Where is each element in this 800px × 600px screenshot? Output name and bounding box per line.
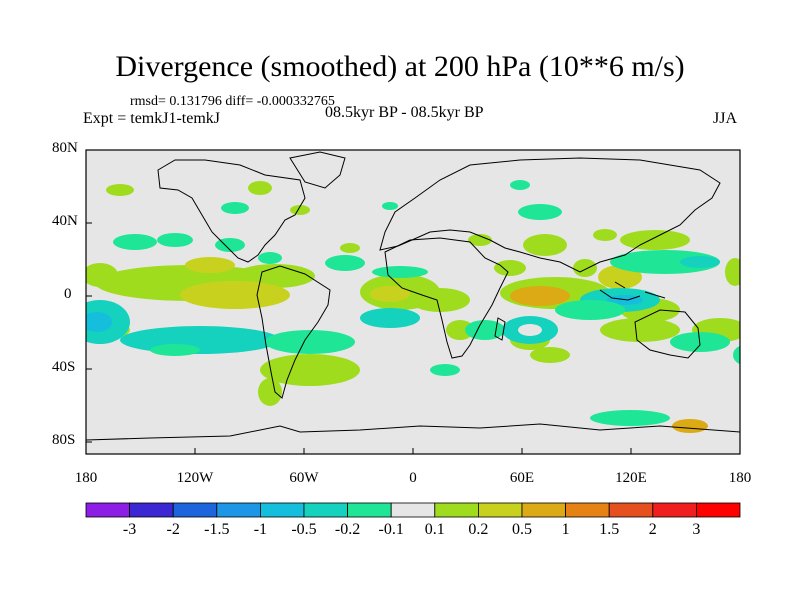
y-tick-label: 0 [64,286,72,302]
colorbar-swatch [477,502,523,518]
colorbar-label: 3 [692,521,701,538]
x-tick-label: 60E [509,470,535,486]
colorbar-label: -1 [253,521,268,538]
colorbar-swatch [216,502,261,518]
period-label: 08.5kyr BP - 08.5kyr BP [325,104,484,121]
x-tick-label: 0 [409,470,417,486]
colorbar [85,502,741,518]
season-label: JJA [713,110,738,127]
colorbar-swatch [434,502,479,518]
colorbar-label: -0.1 [378,521,404,538]
colorbar-swatch [565,502,610,518]
colorbar-label: 0.2 [468,521,489,538]
colorbar-label: -2 [166,521,180,538]
colorbar-label: 1.5 [599,521,620,538]
positive-anomalies [86,181,740,433]
y-tick-label: 40S [52,359,76,375]
colorbar-swatch [303,502,348,518]
eurasia-outline [379,157,721,273]
australia-outline [634,309,701,359]
x-tick-label: 180 [74,470,98,486]
rmsd-diff-stats: rmsd= 0.131796 diff= -0.000332765 [130,94,335,109]
africa-outline [384,237,509,359]
x-tick-label: 60W [289,470,319,486]
divergence-field [86,180,740,433]
colorbar-swatch [652,502,697,518]
colorbar-label: 2 [648,521,657,538]
colorbar-swatch [696,502,741,518]
colorbar-label: -1.5 [204,521,230,538]
axis-ticks [85,149,741,454]
colorbar-swatch [347,502,392,518]
colorbar-swatch [608,502,654,518]
madagascar-outline [494,317,506,341]
antarctica-outline [86,423,740,441]
colorbar-swatch [259,502,305,518]
y-tick-label: 40N [52,213,78,229]
colorbar-swatch [129,502,174,518]
colorbar-label: -0.5 [291,521,317,538]
plot-title: Divergence (smoothed) at 200 hPa (10**6 … [115,50,685,83]
colorbar-swatch [85,502,130,518]
north-america-outline [157,159,306,263]
colorbar-swatch [390,502,436,518]
colorbar-label: 0.1 [424,521,445,538]
colorbar-label: -0.2 [334,521,361,538]
coastlines [86,151,740,441]
colorbar-swatch [172,502,218,518]
y-tick-label: 80S [52,432,76,448]
experiment-label: Expt = temkJ1-temkJ [83,110,221,127]
greenland-outline [289,151,346,189]
colorbar-label: -3 [122,521,137,538]
colorbar-label: 1 [561,521,570,538]
south-america-outline [256,265,331,399]
x-tick-label: 120W [176,470,214,486]
colorbar-label: 0.5 [512,521,532,538]
maritime-continent-outline [599,281,666,301]
colorbar-swatch [521,502,566,518]
x-tick-label: 120E [615,470,647,486]
y-tick-label: 80N [52,140,78,156]
x-tick-label: 180 [728,470,752,486]
